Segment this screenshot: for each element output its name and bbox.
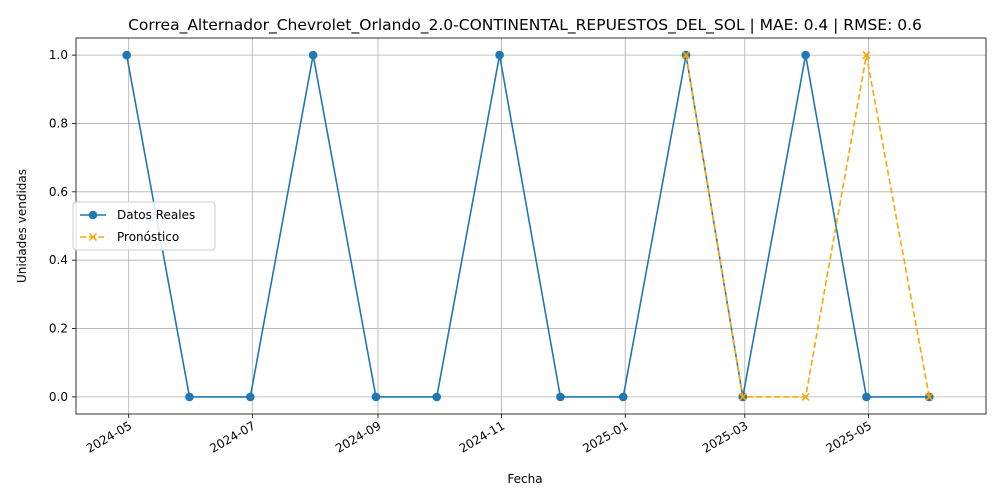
data-point (308, 50, 318, 60)
forecast-point (862, 51, 871, 60)
forecast-point (925, 392, 934, 401)
grid-lines (76, 38, 986, 414)
data-point (495, 50, 504, 60)
legend: Datos Reales Pronóstico (72, 201, 216, 251)
legend-marker (88, 232, 98, 242)
y-tick-label: 0.6 (49, 185, 68, 199)
chart-title: Correa_Alternador_Chevrolet_Orlando_2.0-… (128, 16, 922, 35)
forecast-point (801, 392, 810, 401)
data-point (371, 392, 381, 402)
y-axis-label: Unidades vendidas (15, 169, 29, 283)
forecast-point (682, 51, 691, 60)
data-point (432, 392, 442, 402)
legend-box (72, 201, 216, 251)
y-tick-label: 0.4 (49, 253, 68, 267)
legend-marker (88, 210, 98, 220)
series-layer (122, 50, 934, 402)
x-axis-label: Fecha (507, 472, 542, 486)
forecast-point (738, 392, 747, 401)
y-axis-ticks: 0.0 0.2 0.4 0.6 0.8 1.0 (49, 48, 76, 404)
series-line-datos-reales (125, 54, 930, 398)
data-point (618, 392, 628, 402)
data-point (801, 50, 810, 60)
legend-label: Pronóstico (117, 230, 179, 244)
y-tick-label: 1.0 (49, 48, 68, 62)
y-tick-label: 0.8 (49, 116, 68, 130)
y-tick-label: 0.0 (49, 390, 68, 404)
data-point (185, 392, 194, 402)
data-point (122, 50, 131, 60)
data-point (556, 392, 565, 402)
data-point (862, 392, 871, 402)
legend-label: Datos Reales (117, 208, 195, 222)
y-tick-label: 0.2 (49, 322, 68, 336)
data-point (245, 392, 255, 402)
